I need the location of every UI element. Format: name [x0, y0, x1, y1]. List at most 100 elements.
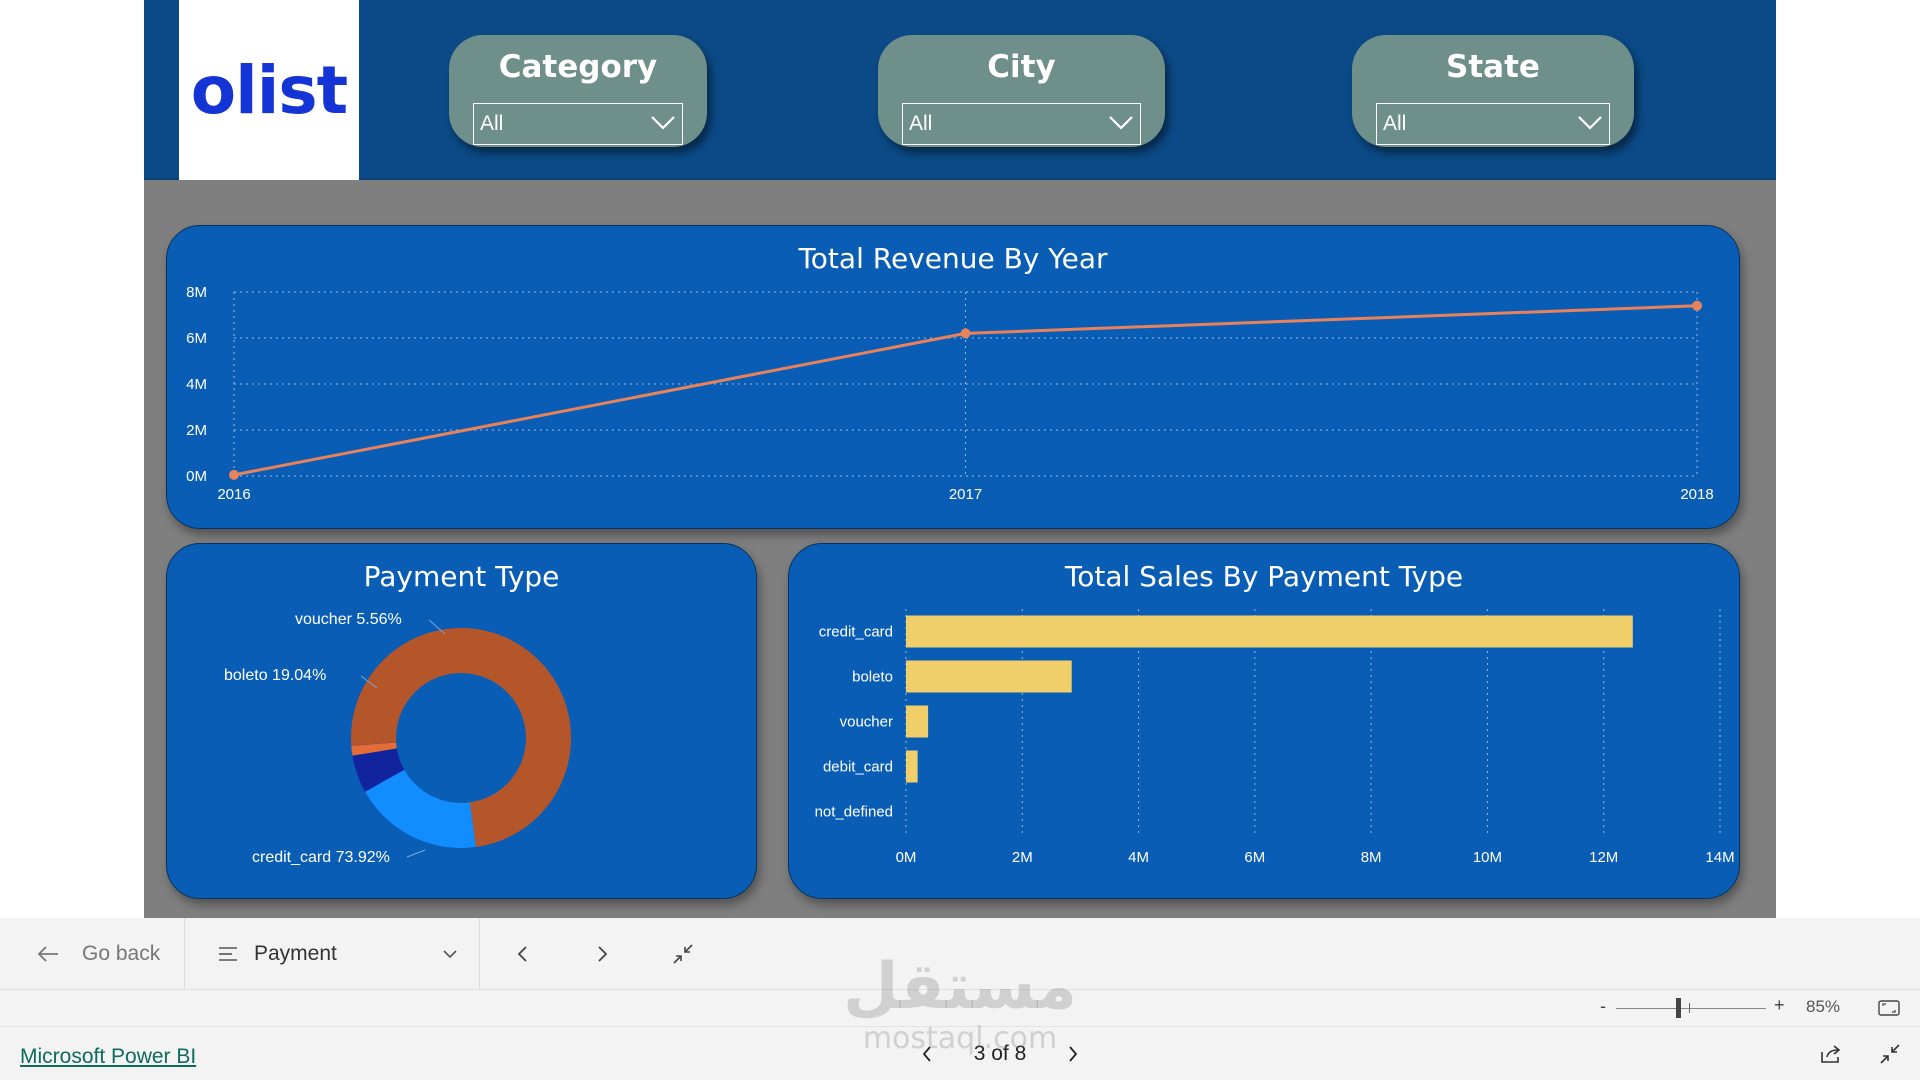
x-tick-label: 2018 [1680, 486, 1713, 503]
zoom-out-button[interactable]: - [1600, 996, 1606, 1016]
exit-fullscreen-button[interactable] [672, 918, 694, 990]
chevron-right-icon[interactable] [1066, 1044, 1080, 1064]
page-selector-label: Payment [254, 942, 337, 965]
share-icon[interactable] [1819, 1043, 1843, 1065]
chevron-down-icon [651, 116, 675, 130]
page-selector[interactable]: Payment [218, 918, 458, 990]
x-tick-label: 12M [1589, 849, 1618, 866]
payment-type-card: Payment Type credit_card 73.92% boleto 19… [166, 543, 757, 899]
bar-debit-card [906, 750, 918, 783]
zoom-slider-tick [1689, 1003, 1690, 1013]
slice-leader-line [428, 619, 446, 635]
page-indicator: 3 of 8 [973, 1042, 1027, 1065]
data-point [960, 328, 971, 339]
list-icon [219, 947, 237, 961]
x-tick-label: 2M [1012, 849, 1033, 866]
category-slicer-title: Category [498, 49, 658, 85]
donut-slice-debit-card [351, 742, 397, 756]
donut-slice-not-defined [351, 742, 397, 746]
x-tick-label: 6M [1244, 849, 1265, 866]
bar-voucher [906, 705, 929, 738]
x-tick-label: 2016 [217, 486, 250, 503]
revenue-chart-title: Total Revenue By Year [798, 242, 1108, 275]
y-tick-label: 2M [186, 422, 207, 439]
bar-boleto [906, 660, 1072, 693]
report-nav-bar: Go back Payment [0, 918, 1920, 990]
fit-to-page-icon[interactable] [1878, 999, 1900, 1017]
sales-by-payment-card: Total Sales By Payment Type 0M 2M 4M 6M 8M 10… [788, 543, 1740, 899]
category-label: credit_card [819, 624, 893, 641]
zoom-level: 85% [1806, 997, 1841, 1016]
category-label: boleto [852, 669, 893, 686]
x-tick-label: 10M [1473, 849, 1502, 866]
category-label: not_defined [815, 804, 893, 821]
slice-label: credit_card 73.92% [252, 849, 390, 866]
y-tick-label: 4M [186, 376, 207, 393]
payment-type-donut-chart: credit_card 73.92% boleto 19.04% voucher 5… [224, 611, 571, 866]
payment-type-title: Payment Type [363, 560, 560, 593]
state-slicer-title: State [1446, 49, 1540, 85]
city-dropdown[interactable]: All [902, 103, 1141, 145]
chevron-down-icon [1109, 116, 1133, 130]
city-slicer: City All [878, 35, 1165, 147]
go-back-label: Go back [82, 942, 161, 965]
page-navigator: 3 of 8 [920, 1039, 1080, 1069]
microsoft-power-bi-link[interactable]: Microsoft Power BI [20, 1045, 197, 1068]
revenue-line-chart: 0M 2M 4M 6M 8M 2016 2017 2018 [186, 284, 1714, 503]
chevron-down-icon [443, 950, 457, 959]
slice-leader-line [360, 675, 378, 689]
report-canvas: olist Category All City All State [144, 0, 1776, 918]
previous-page-button[interactable] [515, 918, 531, 990]
report-header: olist Category All City All State [144, 0, 1776, 180]
chevron-down-icon [1578, 116, 1602, 130]
category-dropdown-value: All [480, 112, 504, 135]
zoom-slider-thumb[interactable] [1676, 998, 1681, 1018]
data-point [1692, 300, 1702, 311]
x-tick-label: 14M [1705, 849, 1734, 866]
x-tick-label: 0M [896, 849, 917, 866]
zoom-in-button[interactable]: + [1774, 995, 1785, 1015]
arrow-left-icon [37, 946, 58, 962]
x-tick-label: 4M [1128, 849, 1149, 866]
y-tick-label: 0M [186, 468, 207, 485]
nav-divider [184, 918, 185, 990]
y-tick-label: 8M [186, 284, 207, 301]
zoom-bar: - + 85% [0, 990, 1920, 1026]
sales-by-payment-title: Total Sales By Payment Type [1064, 560, 1464, 593]
slice-label: voucher 5.56% [295, 611, 402, 628]
chevron-left-icon [517, 946, 527, 962]
category-label: voucher [840, 714, 893, 731]
state-slicer: State All [1352, 35, 1634, 147]
chevron-right-icon [598, 946, 608, 962]
x-tick-label: 8M [1361, 849, 1382, 866]
city-slicer-title: City [987, 49, 1056, 85]
category-dropdown[interactable]: All [473, 103, 683, 145]
category-label: debit_card [823, 759, 893, 776]
slice-label: boleto 19.04% [224, 667, 326, 684]
category-slicer: Category All [449, 35, 707, 147]
city-dropdown-value: All [909, 112, 933, 135]
donut-slice-credit-card [351, 627, 571, 847]
logo-text: olist [190, 51, 348, 129]
bar-credit-card [906, 615, 1633, 648]
donut-slice-voucher [352, 748, 405, 792]
slice-leader-line [406, 849, 426, 858]
exit-full-screen-icon[interactable] [1879, 1043, 1901, 1065]
footer-bar: Microsoft Power BI 3 of 8 [0, 1026, 1920, 1080]
next-page-button[interactable] [594, 918, 610, 990]
revenue-by-year-card: Total Revenue By Year 0M 2M 4M 6M 8M 2016 2017… [166, 225, 1740, 529]
zoom-slider-track[interactable] [1616, 1008, 1766, 1009]
olist-logo: olist [179, 0, 359, 180]
state-dropdown[interactable]: All [1376, 103, 1610, 145]
x-tick-label: 2017 [949, 486, 982, 503]
donut-slice-boleto [365, 769, 476, 848]
y-tick-label: 6M [186, 330, 207, 347]
collapse-icon [673, 944, 693, 964]
nav-divider [479, 918, 480, 990]
data-point [229, 469, 239, 480]
go-back-button[interactable]: Go back [36, 918, 160, 990]
chevron-left-icon[interactable] [920, 1044, 934, 1064]
state-dropdown-value: All [1383, 112, 1407, 135]
